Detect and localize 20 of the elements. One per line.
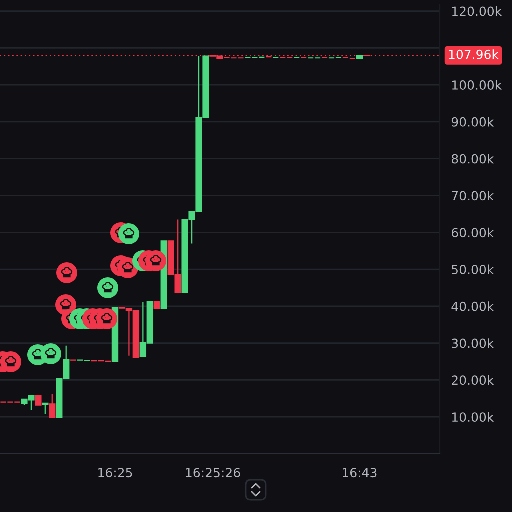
candlestick (49, 394, 56, 418)
y-tick-label: 70.00k (452, 190, 494, 201)
candlestick (35, 395, 42, 406)
candlestick (154, 301, 160, 310)
y-tick-label: 20.00k (452, 375, 494, 386)
y-tick-label: 120.00k (452, 6, 502, 16)
ref-line-label: 107.96k (449, 50, 499, 60)
candlestick (42, 402, 49, 415)
candlestick (356, 55, 364, 60)
y-tick-label: 10.00k (452, 412, 494, 422)
y-tick-label: 60.00k (452, 228, 494, 238)
y-tick-label: 90.00k (452, 117, 494, 127)
y-tick-label: 40.00k (452, 302, 494, 312)
x-tick-label: 16:25:26 (186, 468, 240, 478)
y-tick-label: 50.00k (452, 264, 494, 274)
x-tick-label: 16:43 (343, 468, 377, 478)
y-tick-label: 80.00k (452, 154, 494, 164)
y-tick-label: 100.00k (452, 80, 502, 90)
y-tick-label: 30.00k (452, 338, 494, 348)
x-tick-label: 16:25 (98, 468, 132, 478)
